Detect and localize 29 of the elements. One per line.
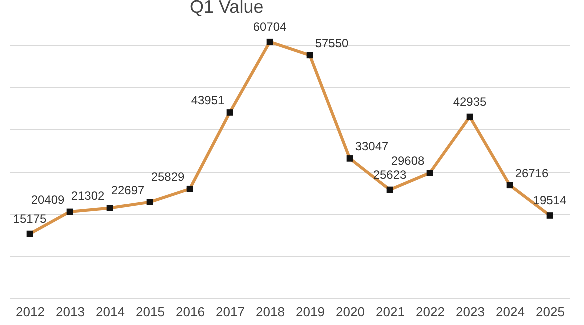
x-tick-label: 2017 <box>216 304 245 320</box>
x-tick-label: 2013 <box>56 304 85 320</box>
x-tick-label: 2014 <box>96 304 125 320</box>
x-tick-label: 2021 <box>376 304 405 320</box>
chart-title: Q1 Value <box>190 0 264 18</box>
x-tick-label: 2025 <box>536 304 565 320</box>
x-tick-label: 2015 <box>136 304 165 320</box>
x-tick-label: 2023 <box>456 304 485 320</box>
data-label: 33047 <box>355 140 390 154</box>
data-label: 29608 <box>391 154 426 168</box>
x-tick-label: 2018 <box>256 304 285 320</box>
data-label: 22697 <box>111 183 146 198</box>
data-label: 26716 <box>515 166 550 180</box>
data-label: 43951 <box>191 94 226 108</box>
data-label: 15175 <box>13 212 48 226</box>
data-label: 60704 <box>253 20 288 34</box>
data-label: 42935 <box>453 95 488 110</box>
data-label: 25829 <box>151 170 186 184</box>
data-label: 21302 <box>71 189 106 204</box>
data-label: 57550 <box>315 36 350 50</box>
x-tick-label: 2012 <box>16 304 45 320</box>
x-tick-label: 2024 <box>496 304 525 320</box>
x-tick-label: 2022 <box>416 304 445 320</box>
x-tick-label: 2020 <box>336 304 365 320</box>
data-label: 19514 <box>533 194 568 208</box>
data-label: 25623 <box>373 168 408 182</box>
data-label: 20409 <box>31 192 66 207</box>
x-tick-label: 2019 <box>296 304 325 320</box>
x-tick-label: 2016 <box>176 304 205 320</box>
